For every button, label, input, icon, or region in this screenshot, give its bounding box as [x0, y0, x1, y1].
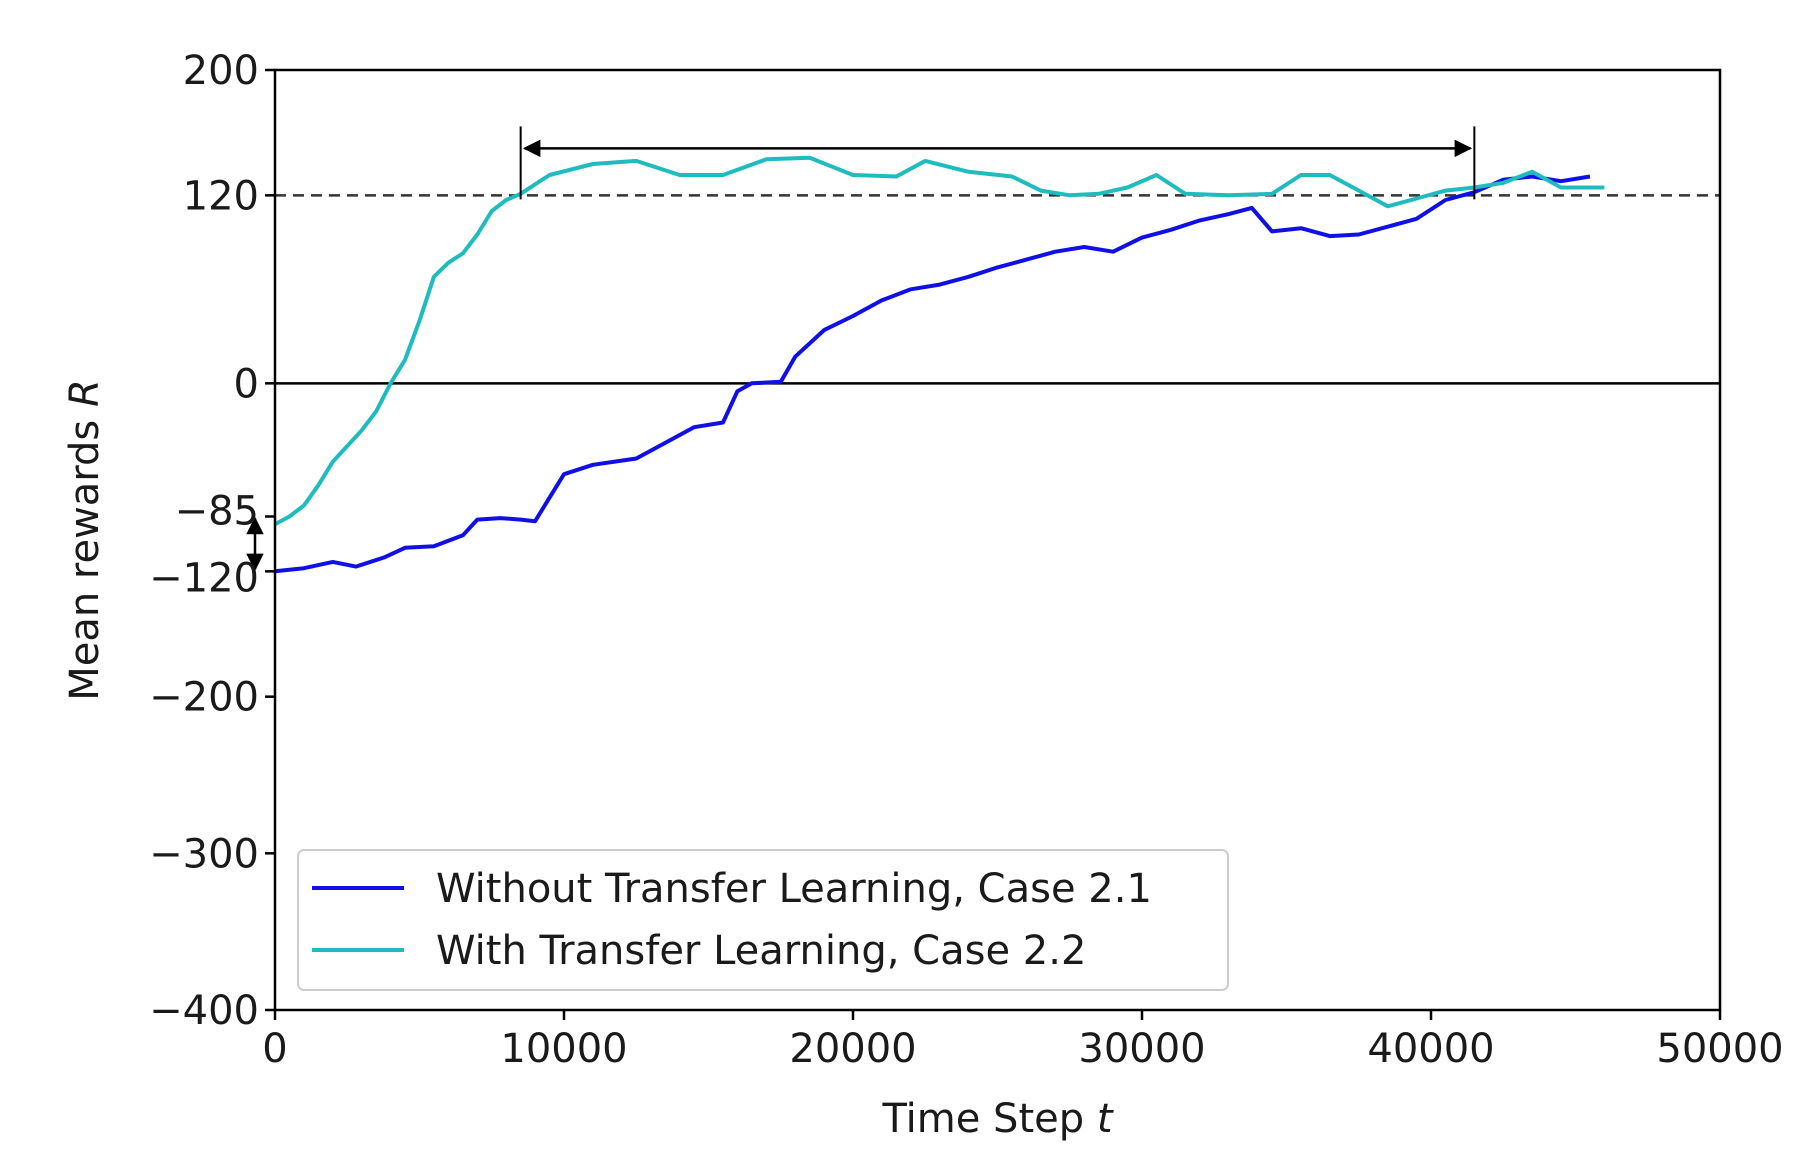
y-tick-label: −85 — [175, 489, 259, 535]
legend-label-with-transfer: With Transfer Learning, Case 2.2 — [436, 928, 1086, 974]
y-axis-ticks: 200 120 0 −85 −120 −200 −300 −400 — [149, 48, 275, 1034]
x-tick-label: 20000 — [789, 1026, 916, 1072]
y-tick-label: −200 — [149, 675, 259, 721]
y-tick-label: −300 — [149, 831, 259, 877]
series-layer — [274, 155, 1605, 574]
x-tick-label: 30000 — [1078, 1026, 1205, 1072]
x-tick-label: 0 — [262, 1026, 287, 1072]
y-tick-label: 200 — [183, 48, 259, 94]
y-tick-label: 120 — [183, 173, 259, 219]
y-axis-label: Mean rewards R — [62, 379, 108, 701]
series-line-without-transfer — [274, 174, 1591, 574]
legend: Without Transfer Learning, Case 2.1 With… — [297, 849, 1229, 991]
y-tick-label: −120 — [149, 555, 259, 601]
x-tick-label: 40000 — [1367, 1026, 1494, 1072]
reference-lines — [275, 194, 1720, 385]
y-tick-label: −400 — [149, 988, 259, 1034]
y-tick-label: 0 — [234, 361, 259, 407]
series-line-with-transfer — [274, 155, 1605, 527]
x-axis-label: Time Step t — [881, 1096, 1113, 1142]
x-tick-label: 50000 — [1656, 1026, 1783, 1072]
legend-box — [297, 849, 1229, 991]
annotations — [246, 126, 1476, 572]
x-tick-label: 10000 — [500, 1026, 627, 1072]
plot-frame — [273, 68, 1722, 1012]
x-axis-ticks: 0 10000 20000 30000 40000 50000 — [262, 1010, 1784, 1072]
legend-label-without-transfer: Without Transfer Learning, Case 2.1 — [436, 866, 1152, 912]
